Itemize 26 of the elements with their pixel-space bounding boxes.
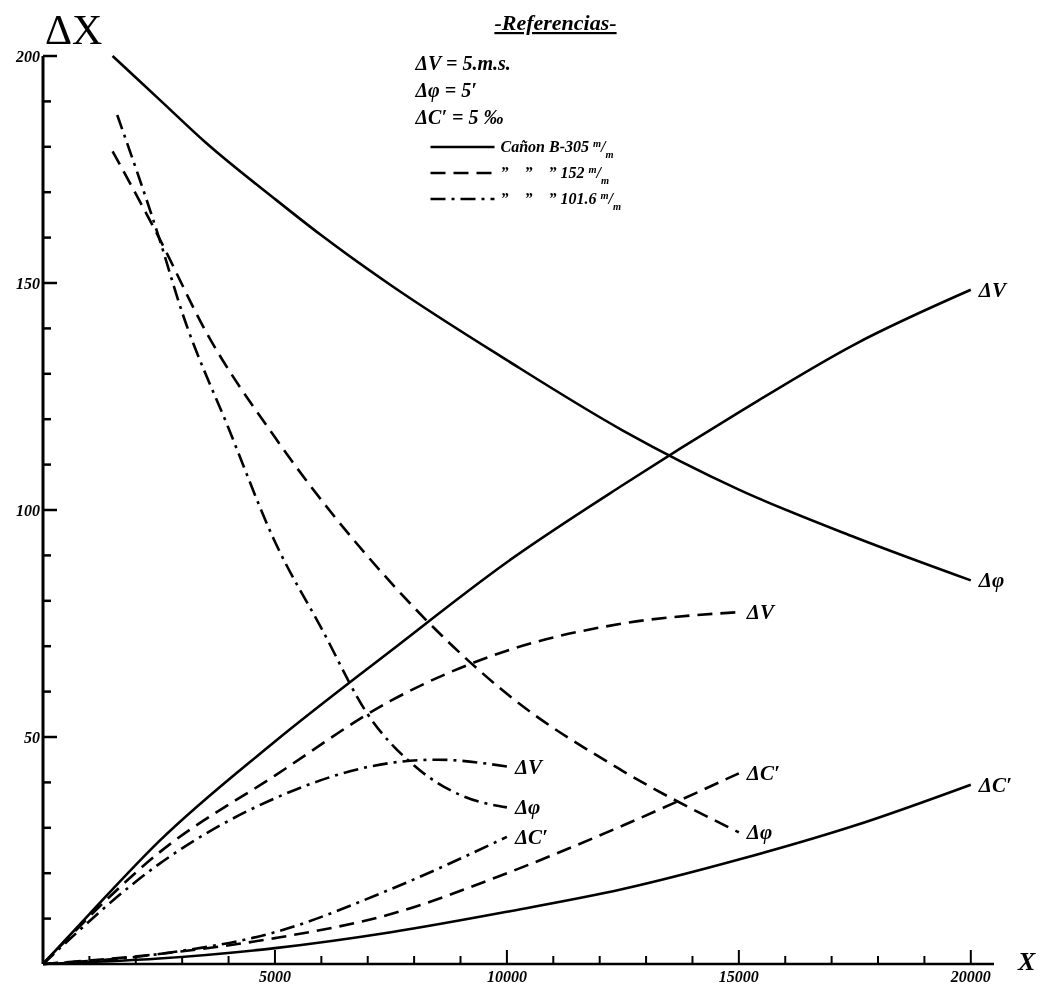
x-axis-title: X [1017,947,1036,976]
y-tick-label: 100 [16,501,40,519]
annotation: ΔC′ = 5 ‰ [414,106,504,128]
x-tick-label: 20000 [949,968,991,985]
y-tick-label: 200 [15,47,40,65]
annotation: Δφ [745,820,773,845]
y-tick-label: 150 [16,274,40,292]
annotation: ΔV [513,754,545,779]
annotation: Δφ = 5′ [414,79,477,102]
annotation: Δφ [977,568,1005,593]
x-tick-label: 5000 [258,968,291,985]
legend-title: -Referencias- [494,10,617,35]
y-tick-label: 50 [24,728,40,746]
legend-label: Cañon B-305 $^{m}$/$_{m}$ [500,137,614,160]
annotation: Δφ [513,795,541,820]
x-tick-label: 10000 [486,968,527,985]
annotation: ΔC′ [513,824,548,849]
legend-label: ” ” ” 101.6 $^{m}$/$_{m}$ [500,189,622,212]
annotation: ΔC′ [745,761,780,786]
annotation: ΔV = 5.m.s. [414,52,511,74]
legend-label: ” ” ” 152 $^{m}$/$_{m}$ [500,163,610,186]
x-tick-label: 15000 [718,968,759,985]
annotation: ΔC′ [977,772,1012,797]
annotation: ΔV [745,600,777,625]
y-axis-title: ΔX [45,7,103,53]
annotation: ΔV [977,277,1008,302]
